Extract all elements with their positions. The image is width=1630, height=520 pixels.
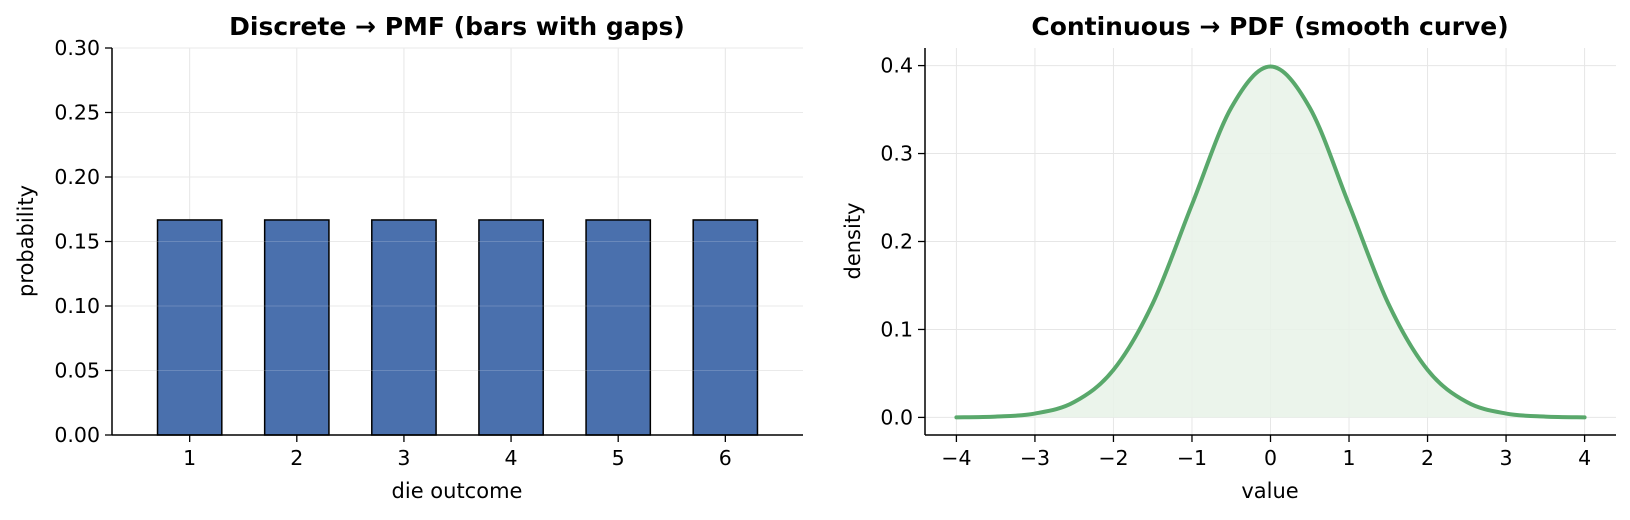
pdf-x-tick-label: 1	[1342, 446, 1355, 470]
pdf-y-tick-label: 0.3	[880, 142, 913, 166]
pdf-title: Continuous → PDF (smooth curve)	[1031, 12, 1508, 41]
pdf-x-tick-label: −3	[1020, 446, 1050, 470]
pmf-y-axis-label: probability	[14, 185, 38, 297]
pmf-y-tick-label: 0.15	[54, 230, 100, 254]
pdf-x-ticks: −4 −3 −2 −1 0 1 2 3 4	[941, 435, 1591, 470]
pmf-x-tick-label: 3	[397, 446, 410, 470]
pdf-y-ticks: 0.0 0.1 0.2 0.3 0.4	[880, 54, 925, 429]
pmf-x-ticks: 1 2 3 4 5 6	[183, 435, 732, 470]
pmf-bar	[585, 219, 652, 436]
pmf-bar	[371, 219, 437, 436]
pdf-x-tick-label: −4	[941, 446, 971, 470]
pmf-bar	[478, 219, 544, 436]
pmf-x-tick-label: 1	[183, 446, 196, 470]
pdf-y-tick-label: 0.1	[880, 317, 913, 341]
pdf-x-tick-label: −1	[1177, 446, 1207, 470]
pmf-x-axis-label: die outcome	[392, 479, 523, 503]
pdf-x-axis-label: value	[1241, 479, 1298, 503]
pmf-title: Discrete → PMF (bars with gaps)	[229, 12, 685, 41]
pmf-x-tick-label: 4	[505, 446, 518, 470]
pdf-curve-line	[954, 64, 1587, 420]
pdf-y-tick-label: 0.0	[880, 405, 913, 429]
pdf-x-tick-label: 2	[1421, 446, 1434, 470]
pmf-y-ticks: 0.00 0.05 0.10 0.15 0.20 0.25 0.30	[54, 36, 112, 447]
pmf-bar	[692, 219, 759, 436]
pdf-y-tick-label: 0.4	[880, 54, 913, 78]
pdf-chart: Continuous → PDF (smooth curve) −4 −3 −2 −1…	[841, 12, 1616, 503]
pmf-chart: Discrete → PMF (bars with gaps) 1 2 3 4 5 6 0…	[14, 12, 803, 503]
pmf-x-tick-label: 2	[290, 446, 303, 470]
pmf-x-tick-label: 5	[612, 446, 625, 470]
pmf-y-tick-label: 0.10	[54, 294, 100, 318]
pdf-x-tick-label: 4	[1578, 446, 1591, 470]
pmf-y-tick-label: 0.05	[54, 359, 100, 383]
pdf-area-fill	[956, 66, 1585, 418]
pdf-x-tick-label: −2	[1098, 446, 1128, 470]
pdf-x-tick-label: 0	[1264, 446, 1277, 470]
pmf-y-tick-label: 0.30	[54, 36, 100, 60]
pmf-bars	[112, 47, 803, 436]
pdf-y-axis-label: density	[841, 203, 865, 280]
pmf-y-tick-label: 0.25	[54, 101, 100, 125]
pmf-bar	[263, 219, 330, 436]
pmf-y-tick-label: 0.00	[54, 423, 100, 447]
pmf-bar	[156, 219, 223, 436]
pmf-x-tick-label: 6	[719, 446, 732, 470]
pdf-y-tick-label: 0.2	[880, 230, 913, 254]
pmf-y-tick-label: 0.20	[54, 165, 100, 189]
pdf-x-tick-label: 3	[1500, 446, 1513, 470]
